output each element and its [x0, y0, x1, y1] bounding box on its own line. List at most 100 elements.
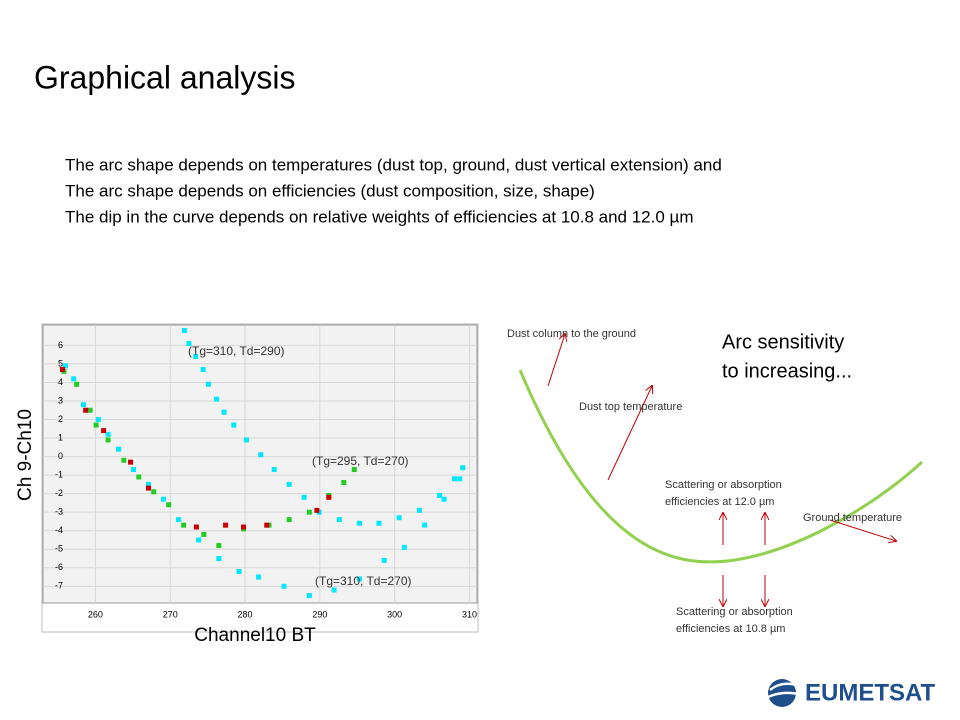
point — [101, 428, 107, 434]
y-tick-label: -3 — [55, 507, 63, 517]
point — [216, 556, 222, 562]
point — [146, 481, 152, 487]
chart-frame — [41, 323, 479, 633]
logo: EUMETSAT — [767, 679, 936, 707]
point — [422, 522, 428, 528]
point — [74, 381, 80, 387]
x-tick-label: 270 — [163, 609, 178, 619]
diagram-label: Dust top temperature — [579, 401, 682, 413]
diagram-heading: to increasing... — [722, 360, 852, 382]
point — [441, 496, 447, 502]
diagram-label: Scattering or absorption — [676, 606, 793, 618]
point — [193, 354, 199, 360]
point — [357, 576, 363, 582]
point — [205, 381, 211, 387]
point — [83, 407, 89, 413]
diagram-label: efficiencies at 10.8 µm — [676, 623, 785, 635]
point — [71, 376, 77, 382]
logo-text: EUMETSAT — [805, 679, 936, 706]
point — [221, 409, 227, 415]
point — [376, 520, 382, 526]
y-tick-label: 5 — [58, 358, 63, 368]
point — [181, 328, 187, 334]
point — [457, 476, 463, 482]
point — [401, 544, 407, 550]
point — [151, 489, 157, 495]
point — [264, 522, 270, 528]
point — [87, 407, 93, 413]
point — [286, 517, 292, 523]
point — [231, 422, 237, 428]
point — [244, 437, 250, 443]
y-tick-label: 6 — [58, 340, 63, 350]
point — [201, 531, 207, 537]
point — [281, 583, 287, 589]
y-tick-label: -5 — [55, 544, 63, 554]
x-tick-label: 290 — [312, 609, 327, 619]
annotation: (Tg=310, Td=290) — [188, 344, 285, 358]
point — [186, 341, 192, 347]
point — [160, 496, 166, 502]
point — [286, 481, 292, 487]
plot-area — [42, 324, 478, 604]
point — [59, 366, 65, 372]
y-tick-label: 2 — [58, 414, 63, 424]
point — [416, 507, 422, 513]
y-tick-label: 0 — [58, 451, 63, 461]
point — [256, 574, 262, 580]
point — [146, 485, 152, 491]
diagram-label: Scattering or absorption — [665, 479, 782, 491]
point — [381, 557, 387, 563]
point — [175, 517, 181, 523]
point — [121, 457, 127, 463]
point — [196, 537, 202, 543]
y-tick-label: 3 — [58, 395, 63, 405]
y-tick-label: 4 — [58, 377, 63, 387]
bullet: The dip in the curve depends on relative… — [65, 207, 693, 226]
x-tick-label: 260 — [88, 609, 103, 619]
y-tick-label: -6 — [55, 562, 63, 572]
diagram-heading: Arc sensitivity — [722, 331, 844, 353]
point — [200, 366, 206, 372]
point — [331, 587, 337, 593]
point — [396, 515, 402, 521]
bullet: The arc shape depends on temperatures (d… — [65, 155, 722, 174]
point — [136, 474, 142, 480]
point — [216, 543, 222, 549]
point — [437, 493, 443, 499]
point — [341, 480, 347, 486]
point — [116, 446, 122, 452]
point — [452, 476, 458, 482]
y-tick-label: 1 — [58, 432, 63, 442]
diagram-label: Ground temperature — [803, 512, 902, 524]
slide-title: Graphical analysis — [34, 59, 295, 95]
point — [460, 465, 466, 471]
point — [128, 459, 134, 465]
point — [314, 507, 320, 513]
point — [105, 431, 111, 437]
x-tick-label: 280 — [238, 609, 253, 619]
x-tick-label: 300 — [387, 609, 402, 619]
point — [95, 417, 101, 423]
x-tick-label: 310 — [462, 609, 477, 619]
y-tick-label: -4 — [55, 525, 63, 535]
point — [236, 568, 242, 574]
annotation: (Tg=295, Td=270) — [312, 454, 409, 468]
point — [80, 402, 86, 408]
point — [105, 437, 111, 443]
y-tick-label: -1 — [55, 469, 63, 479]
point — [306, 509, 312, 515]
point — [166, 502, 172, 508]
y-axis-label: Ch 9-Ch10 — [15, 409, 36, 501]
point — [181, 522, 187, 528]
point — [336, 517, 342, 523]
y-tick-label: -2 — [55, 488, 63, 498]
point — [258, 452, 264, 458]
point — [326, 494, 332, 500]
point — [223, 522, 229, 528]
point — [131, 467, 137, 473]
point — [301, 494, 307, 500]
point — [351, 467, 357, 473]
point — [306, 593, 312, 599]
